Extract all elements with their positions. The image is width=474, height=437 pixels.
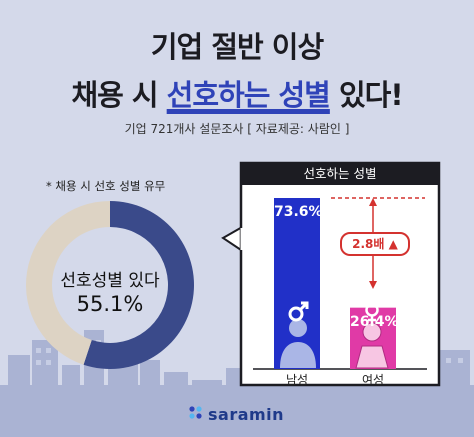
bar-panel-header <box>241 163 439 185</box>
bar-value-label-male: 73.6% <box>274 204 323 220</box>
bar-value-label-female: 26.4% <box>350 313 399 330</box>
saramin-dots-icon <box>189 406 202 419</box>
ratio-badge: 2.8배 ▲ <box>340 232 410 256</box>
donut-slice-none <box>25 201 111 365</box>
ratio-badge-text: 2.8배 <box>352 237 385 251</box>
donut-center-label: 선호성별 있다 <box>60 271 160 291</box>
brand-logo-text: saramin <box>208 405 285 424</box>
title-line-1: 기업 절반 이상 <box>150 30 324 64</box>
up-arrow-icon: ▲ <box>388 237 398 251</box>
source-note: 기업 721개사 설문조사 [ 자료제공: 사람인 ] <box>124 122 350 136</box>
title-line-2-prefix: 채용 시 <box>71 78 167 112</box>
bar-panel <box>239 161 441 387</box>
donut-chart <box>25 201 194 369</box>
donut-title: * 채용 시 선호 성별 유무 <box>46 179 166 193</box>
title-line-2-suffix: 있다! <box>329 78 404 112</box>
bar-category-male: 남성 <box>285 373 309 387</box>
difference-arrow-top <box>369 198 377 206</box>
title-highlight: 선호하는 성별 <box>166 78 331 112</box>
donut-slice-preferred <box>83 201 194 369</box>
bar-category-female: 여성 <box>361 373 385 387</box>
female-icon <box>355 303 389 369</box>
difference-arrow-bottom <box>369 281 377 289</box>
bar-male <box>274 198 320 369</box>
bar-chart-title: 선호하는 성별 <box>303 166 377 181</box>
title-line-2: 채용 시 선호하는 성별 있다! <box>0 72 474 114</box>
male-icon <box>280 301 316 368</box>
donut-center-value: 55.1% <box>76 292 144 316</box>
